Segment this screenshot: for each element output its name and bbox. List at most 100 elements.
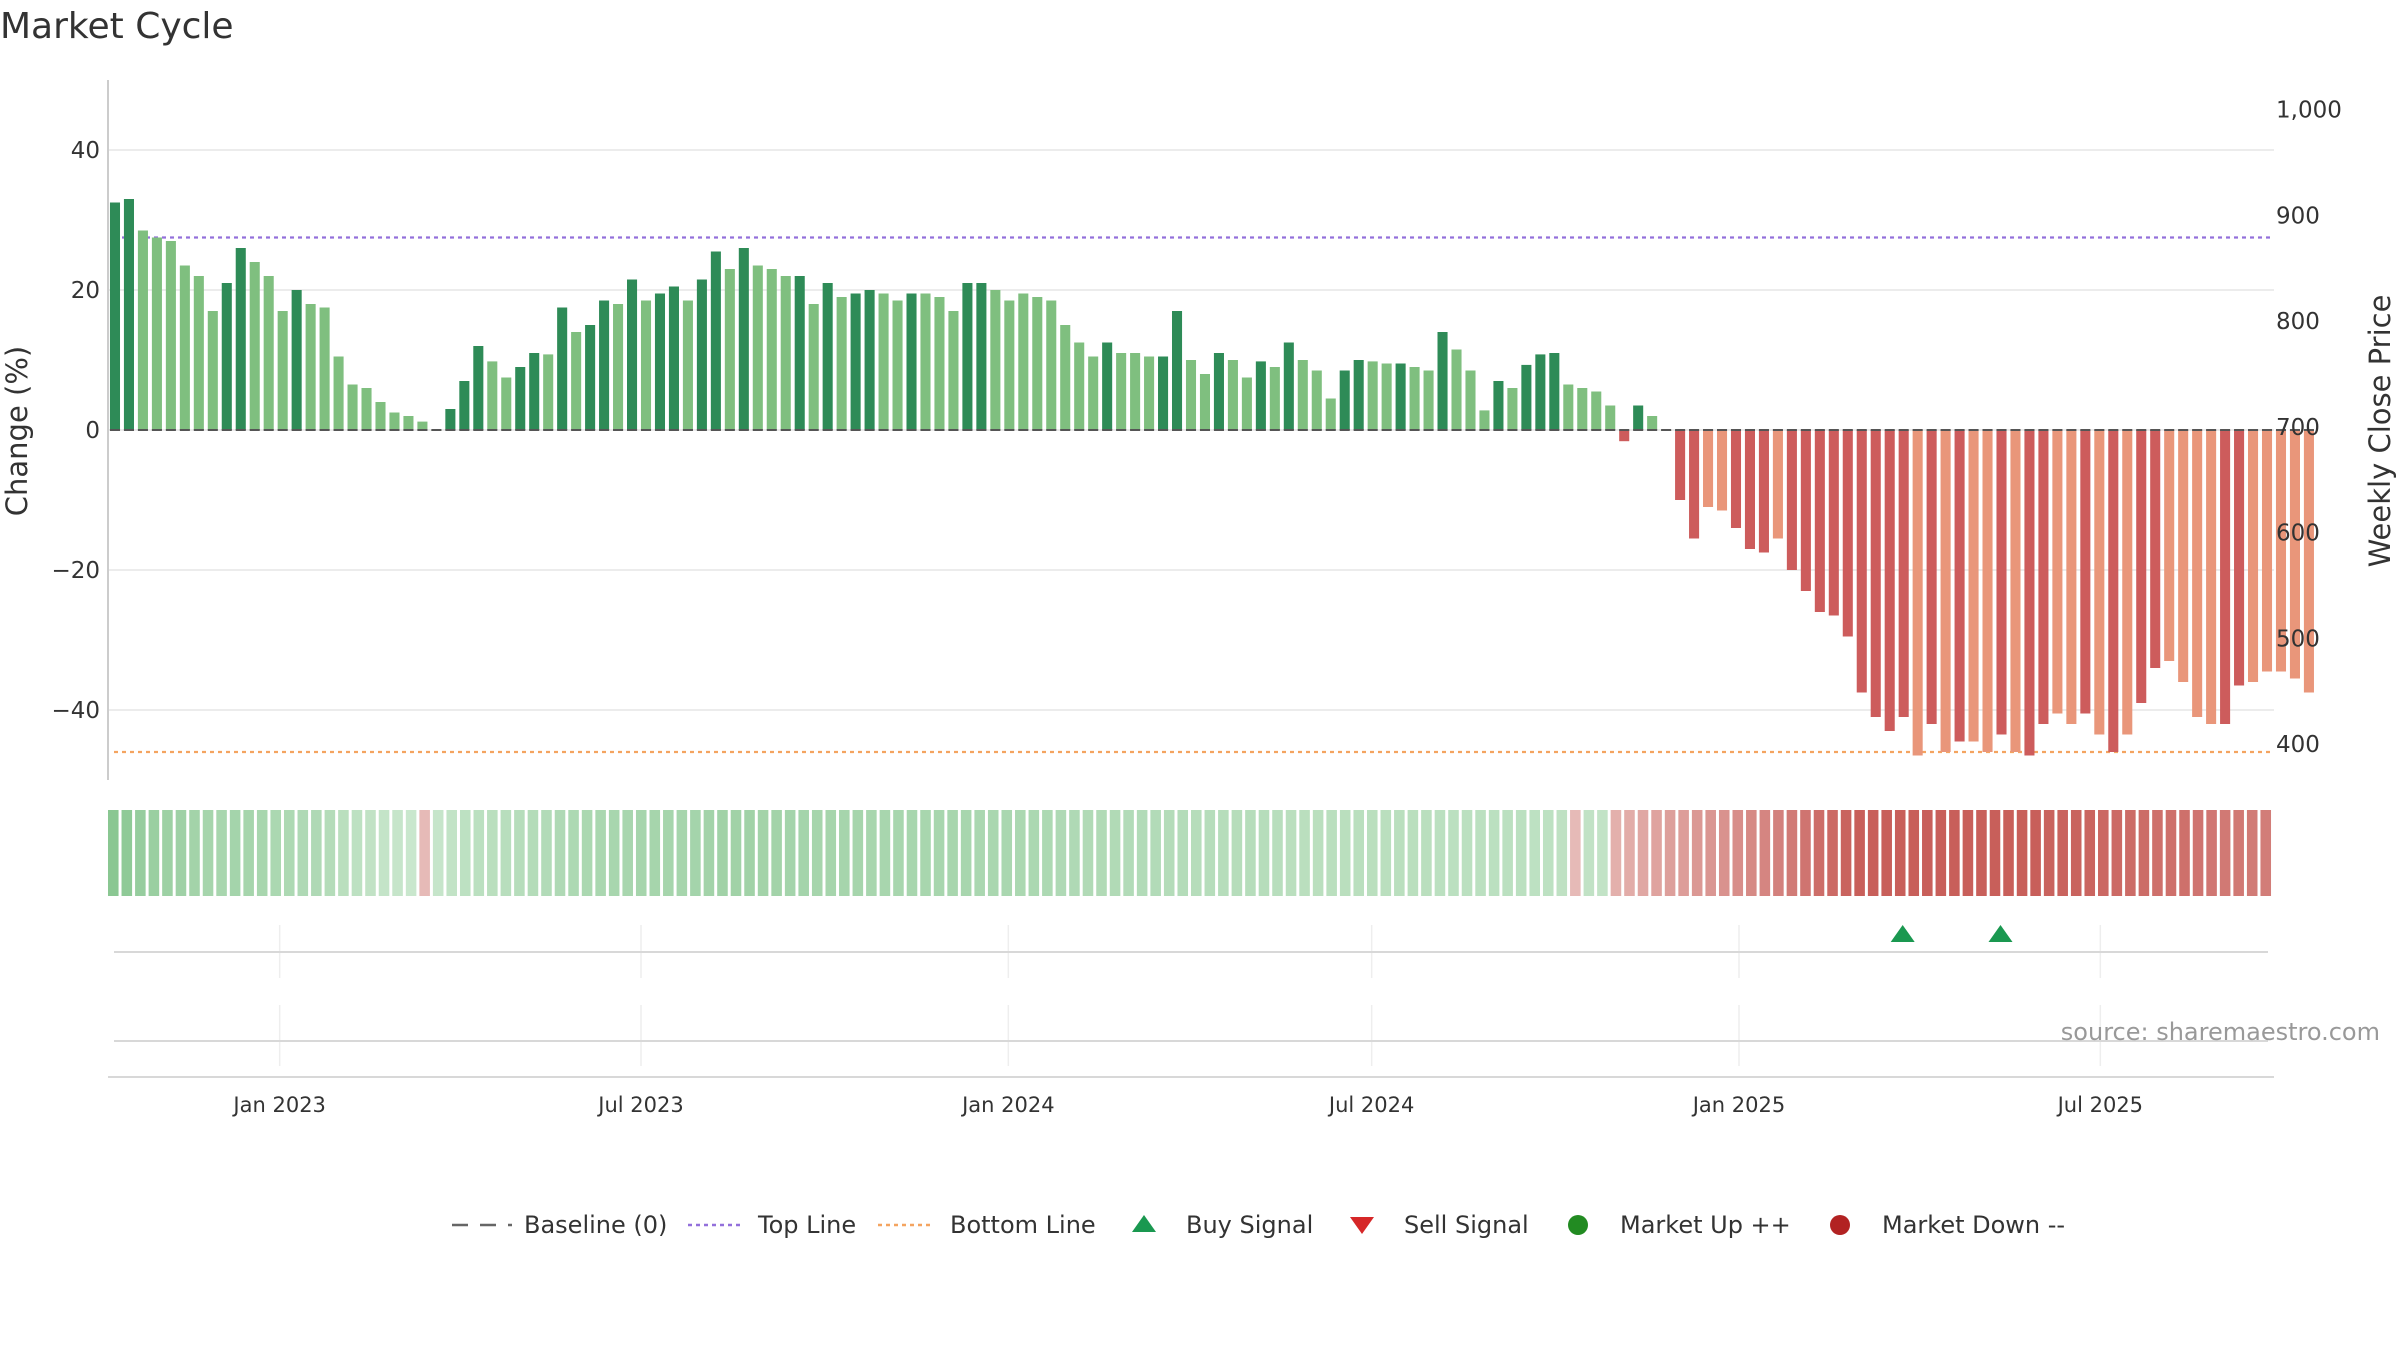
heat-cell [1840,810,1852,896]
chart-title: Market Cycle [0,6,234,47]
heat-cell [1583,810,1595,896]
heat-cell [1055,810,1067,896]
bar [766,269,777,430]
heat-cell [243,810,254,896]
bar [1060,325,1071,430]
heat-cell [1069,810,1080,896]
bar [361,388,372,430]
heat-cell [162,810,173,896]
bar [1074,342,1085,430]
heat-cell [1881,810,1892,896]
bar [822,283,833,430]
bar [1339,370,1350,430]
signal-panel [114,925,2268,978]
heat-cell [1502,810,1513,896]
x-tick-label: Jul 2023 [596,1093,683,1117]
heat-cell [2192,810,2204,896]
bar [1088,356,1099,430]
bar [2010,430,2021,752]
bar [2248,430,2259,682]
heat-cell [581,810,593,896]
heat-cell [987,810,999,896]
heat-cell [1150,810,1161,896]
heat-cell [1637,810,1649,896]
bar [1199,374,1211,430]
heat-cell [473,810,485,896]
y-tick-label: 20 [71,278,100,304]
heat-cell [1177,810,1189,896]
bar [2275,430,2287,672]
bar [543,354,554,430]
bar [627,279,638,430]
bar [319,307,330,430]
bar [1521,364,1532,430]
heat-cell [1299,810,1310,896]
source-label: source: sharemaestro.com [2061,1018,2380,1046]
heat-cell [879,810,891,896]
heat-cell [798,810,809,896]
bar [277,311,288,430]
heat-cell [811,810,823,896]
heat-cell [135,810,146,896]
bar [1716,430,1728,511]
heat-cell [1651,810,1662,896]
legend-swatch-circle [1830,1215,1850,1235]
heat-cell [1962,810,1974,896]
bar [1703,430,1714,507]
legend-label: Buy Signal [1186,1211,1313,1239]
bar [682,300,693,430]
heat-cell [1908,810,1920,896]
heat-cell [1515,810,1527,896]
heat-cell [351,810,363,896]
bar [389,412,400,430]
bar [1800,430,1811,591]
bar [1297,360,1308,430]
bar [1116,353,1127,430]
bar [473,346,484,430]
heat-cell [1529,810,1540,896]
heat-cell [1705,810,1716,896]
heat-cell [703,810,715,896]
legend: Baseline (0) Top Line Bottom Line Buy Signa… [452,1211,2065,1239]
market-panel [108,1005,2274,1078]
heat-cell [1894,810,1906,896]
x-tick-label: Jan 2024 [960,1093,1055,1117]
bar [1968,430,1979,742]
bar [752,265,763,430]
legend-item: Sell Signal [1350,1211,1529,1239]
bar [445,409,456,430]
heat-cell [893,810,904,896]
heat-cell [432,810,444,896]
heat-cell [1421,810,1432,896]
heat-cell [608,810,620,896]
y2-tick-label: 500 [2276,626,2320,652]
heat-cell [1773,810,1784,896]
heat-cell [216,810,227,896]
bar [780,276,791,430]
bar [1367,361,1378,430]
bar [640,300,652,430]
bar [1158,356,1169,430]
heat-cell [1285,810,1297,896]
heat-cell [1272,810,1283,896]
y2-axis-ticks: 1,000 900 800 700 600 500 400 [2276,98,2342,758]
bar [1884,430,1895,731]
heat-cell [2016,810,2028,896]
bar [1325,398,1336,430]
x-tick-label: Jul 2025 [2056,1093,2143,1117]
bar [668,286,679,430]
heat-cell [1326,810,1337,896]
bar [1633,405,1644,430]
bar [1144,356,1155,430]
heat-strip [108,810,2272,896]
bar [934,297,945,430]
bar [1381,363,1392,430]
heat-cell [1475,810,1486,896]
legend-item: Baseline (0) [452,1211,667,1239]
heat-cell [1949,810,1960,896]
y2-axis-title: Weekly Close Price [2363,295,2397,568]
bar [1102,342,1113,430]
heat-cell [1570,810,1581,896]
heat-cell [649,810,661,896]
heat-cell [2138,810,2150,896]
